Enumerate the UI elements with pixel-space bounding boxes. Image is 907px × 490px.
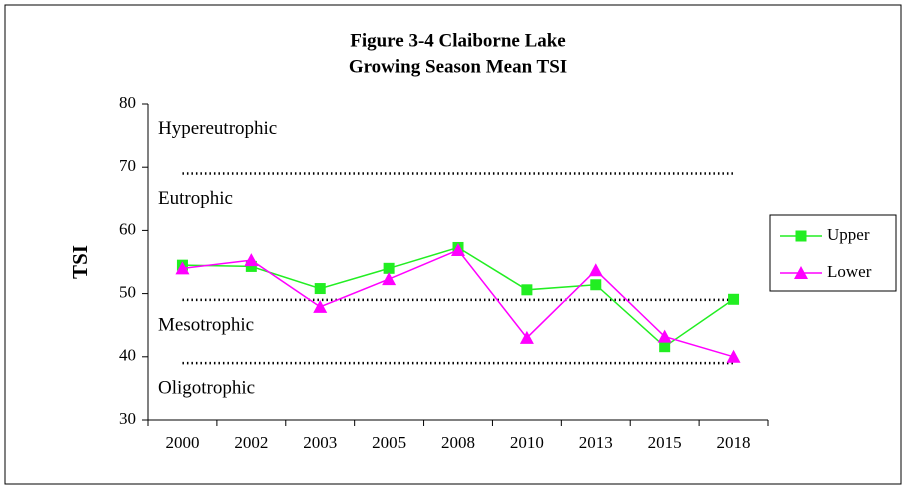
legend-label: Lower <box>827 262 872 281</box>
marker <box>521 284 533 296</box>
marker <box>728 293 740 305</box>
marker <box>588 263 603 277</box>
x-tick-label: 2000 <box>165 433 199 452</box>
y-tick-label: 60 <box>119 219 136 238</box>
marker <box>657 329 672 343</box>
x-tick-label: 2015 <box>648 433 682 452</box>
y-tick-label: 50 <box>119 283 136 302</box>
marker <box>175 261 190 275</box>
legend <box>769 214 897 292</box>
marker <box>659 341 671 353</box>
chart-title: Figure 3-4 Claiborne Lake <box>350 30 566 51</box>
marker <box>245 260 257 272</box>
marker <box>451 242 465 256</box>
y-tick-label: 30 <box>119 409 136 428</box>
y-axis-label: TSI <box>68 245 92 279</box>
legend-marker <box>794 266 808 279</box>
x-tick-label: 2008 <box>441 433 475 452</box>
marker <box>244 253 259 267</box>
legend-marker <box>795 230 807 242</box>
zone-label: Eutrophic <box>158 188 233 209</box>
marker <box>382 272 397 286</box>
x-tick-label: 2010 <box>510 433 544 452</box>
x-tick-label: 2018 <box>717 433 751 452</box>
x-tick-label: 2013 <box>579 433 613 452</box>
zone-label: Oligotrophic <box>158 377 255 398</box>
marker <box>590 279 602 291</box>
x-tick-label: 2003 <box>303 433 337 452</box>
y-tick-label: 70 <box>119 156 136 175</box>
marker <box>314 283 326 295</box>
x-tick-label: 2002 <box>234 433 268 452</box>
legend-label: Upper <box>827 225 870 244</box>
zone-label: Mesotrophic <box>158 314 254 335</box>
zone-label: Hypereutrophic <box>158 118 277 139</box>
marker <box>519 330 534 344</box>
marker <box>313 299 328 313</box>
chart-subtitle: Growing Season Mean TSI <box>349 56 567 77</box>
y-tick-label: 80 <box>119 93 136 112</box>
y-tick-label: 40 <box>119 346 136 365</box>
x-tick-label: 2005 <box>372 433 406 452</box>
marker <box>726 349 741 363</box>
marker <box>383 262 395 274</box>
